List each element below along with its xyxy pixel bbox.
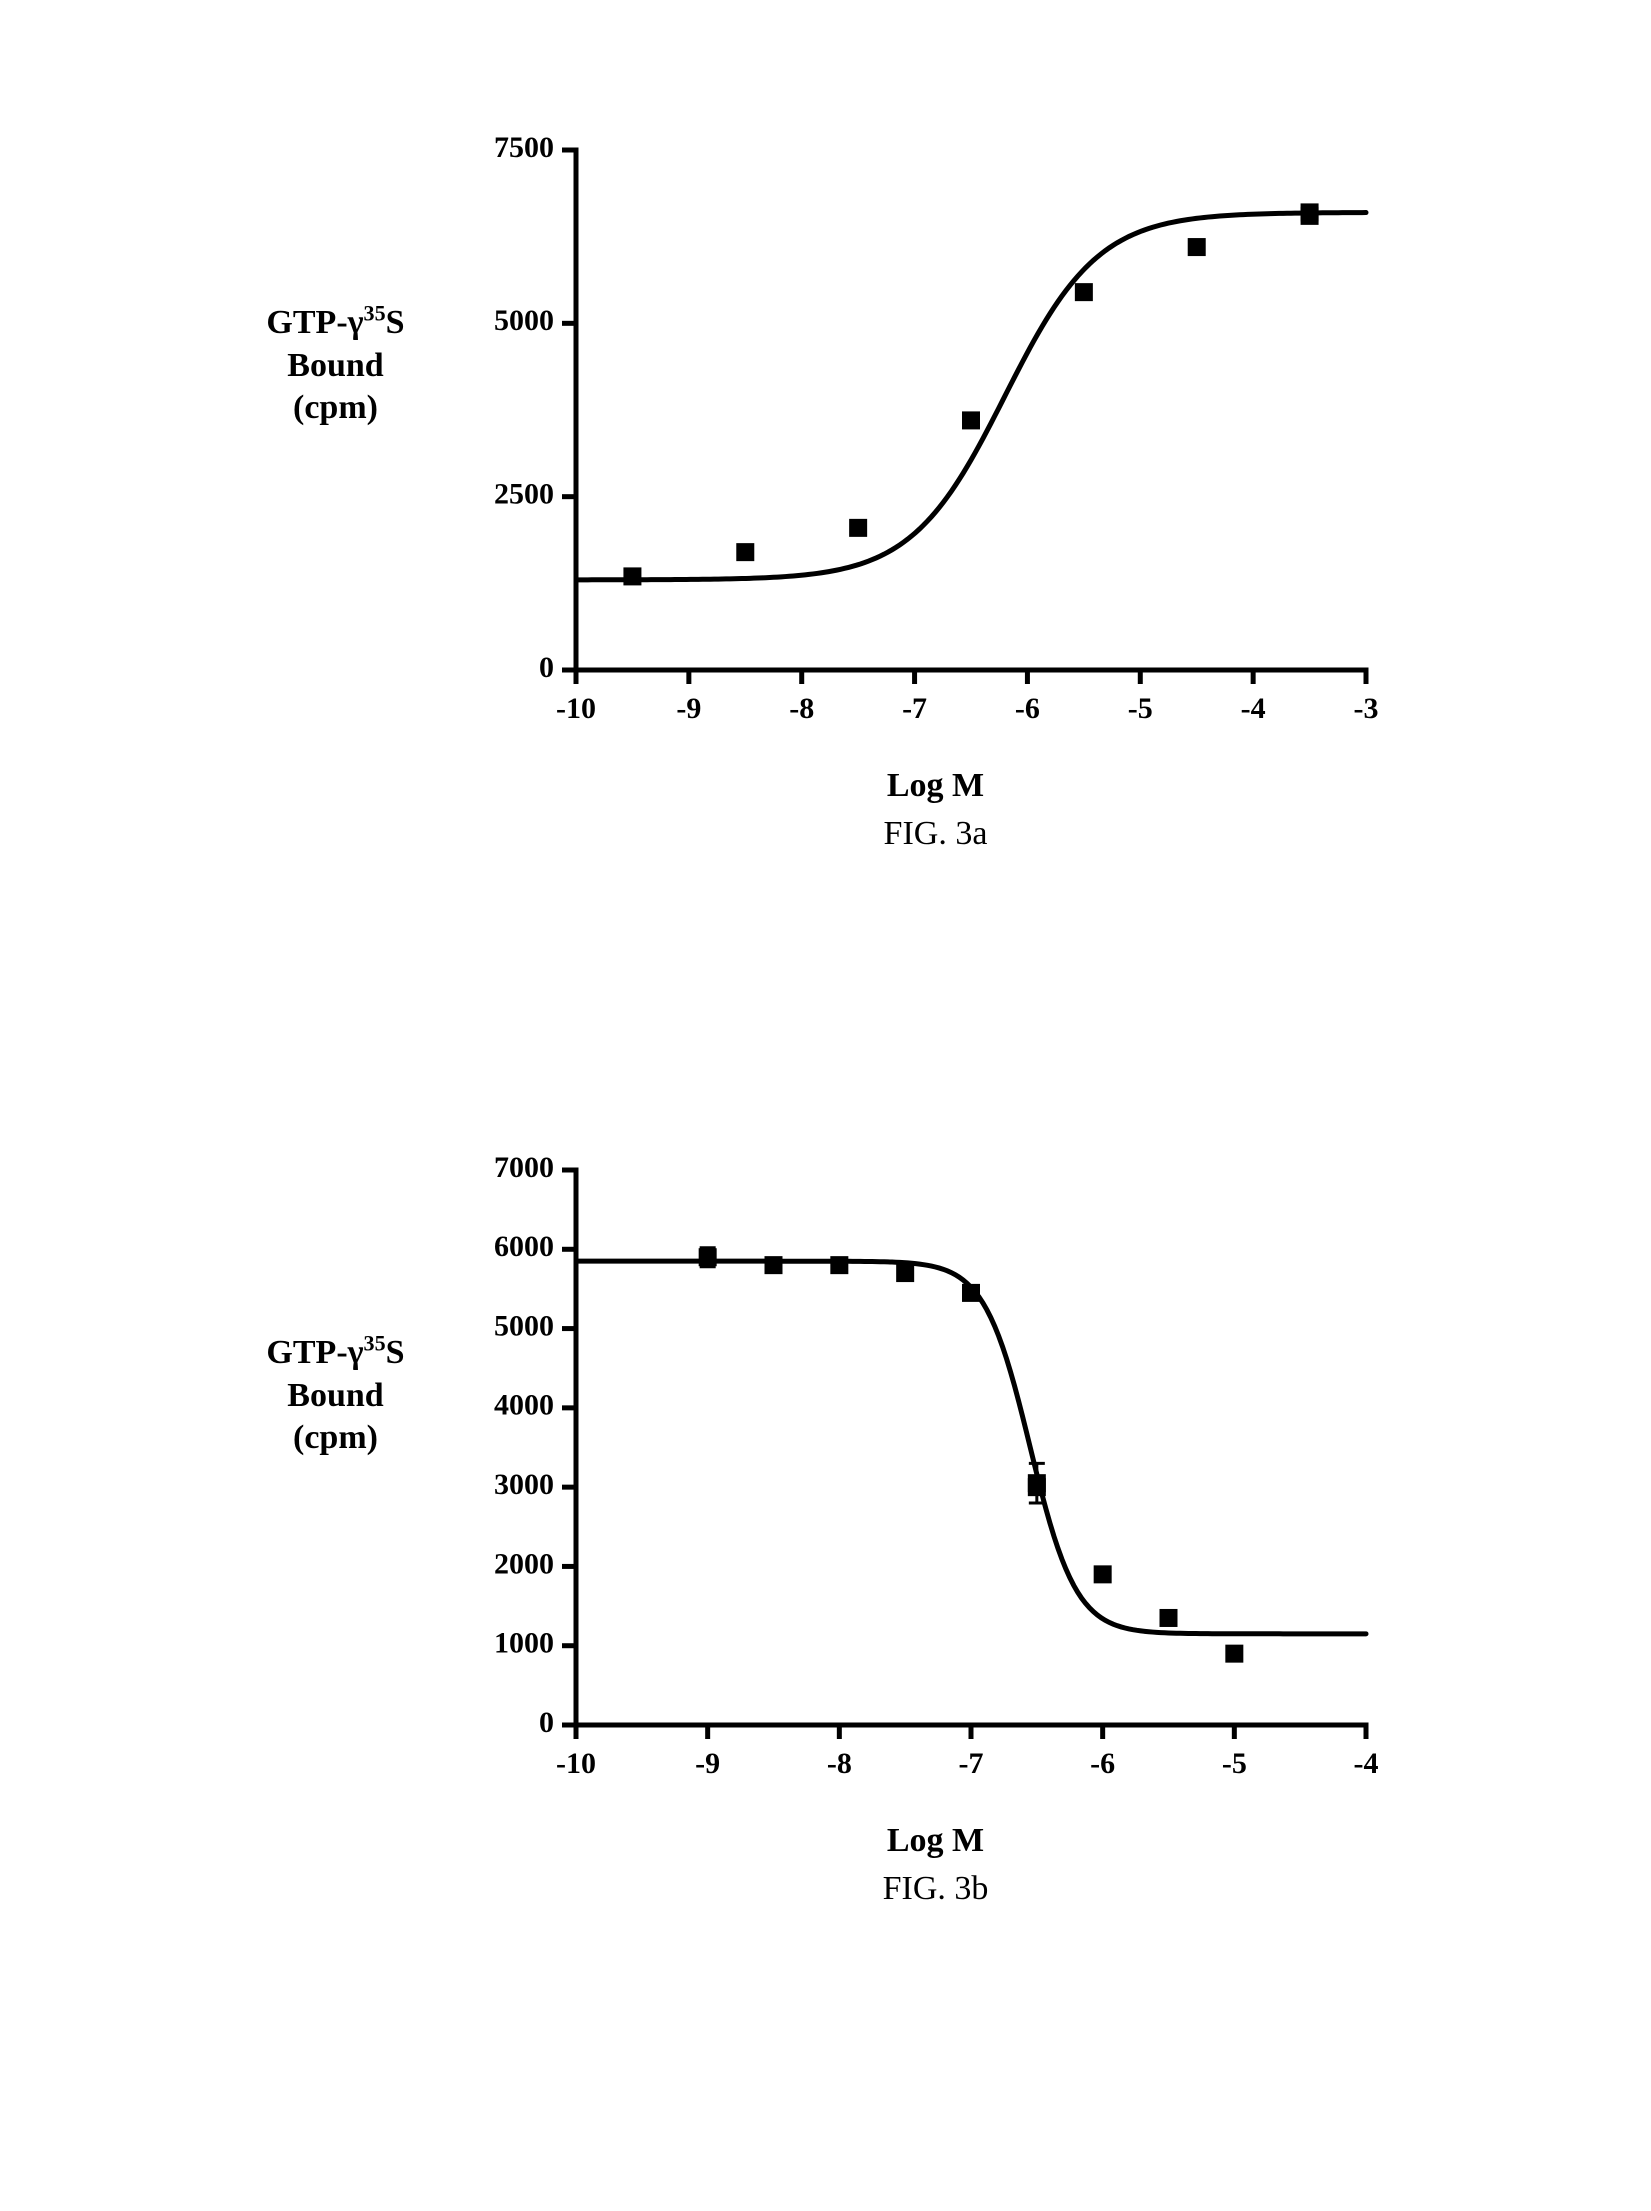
svg-text:2500: 2500 — [494, 478, 554, 511]
fig-b-xlabel: Log M — [446, 1822, 1426, 1860]
svg-text:-10: -10 — [556, 1747, 596, 1780]
svg-text:2000: 2000 — [494, 1547, 554, 1580]
fig-a-ylabel: GTP-γ35S Bound (cpm) — [226, 300, 446, 430]
fig-b-caption: FIG. 3b — [446, 1870, 1426, 1908]
svg-text:1000: 1000 — [494, 1627, 554, 1660]
svg-text:-4: -4 — [1240, 692, 1265, 725]
svg-text:6000: 6000 — [494, 1230, 554, 1263]
fig-a-xlabel: Log M — [446, 767, 1426, 805]
ylabel-text: GTP-γ35S — [266, 304, 404, 341]
svg-text:-4: -4 — [1353, 1747, 1378, 1780]
ylabel-text: GTP-γ35S — [266, 1334, 404, 1371]
svg-text:4000: 4000 — [494, 1389, 554, 1422]
svg-text:-7: -7 — [902, 692, 927, 725]
svg-text:7000: 7000 — [494, 1151, 554, 1184]
fig-b-ylabel: GTP-γ35S Bound (cpm) — [226, 1330, 446, 1460]
fig-b-chart: 0 1000 2000 3000 4000 5000 6000 7000 -10 -9 -8 -7 -6… — [446, 1150, 1396, 1815]
svg-text:-8: -8 — [789, 692, 814, 725]
svg-text:-9: -9 — [695, 1747, 720, 1780]
svg-text:-6: -6 — [1014, 692, 1039, 725]
svg-text:-5: -5 — [1127, 692, 1152, 725]
svg-text:-10: -10 — [556, 692, 596, 725]
svg-text:-6: -6 — [1090, 1747, 1115, 1780]
svg-text:-3: -3 — [1353, 692, 1378, 725]
svg-text:-7: -7 — [958, 1747, 983, 1780]
svg-text:0: 0 — [539, 651, 554, 684]
svg-text:5000: 5000 — [494, 304, 554, 337]
svg-text:-5: -5 — [1221, 1747, 1246, 1780]
svg-text:-9: -9 — [676, 692, 701, 725]
svg-text:3000: 3000 — [494, 1468, 554, 1501]
fig-a-chart: 0 2500 5000 7500 -10 -9 -8 -7 -6 -5 -4 -3 — [446, 130, 1396, 760]
fig-a-caption: FIG. 3a — [446, 815, 1426, 853]
svg-text:0: 0 — [539, 1706, 554, 1739]
svg-text:7500: 7500 — [494, 131, 554, 164]
svg-text:5000: 5000 — [494, 1309, 554, 1342]
svg-text:-8: -8 — [826, 1747, 851, 1780]
